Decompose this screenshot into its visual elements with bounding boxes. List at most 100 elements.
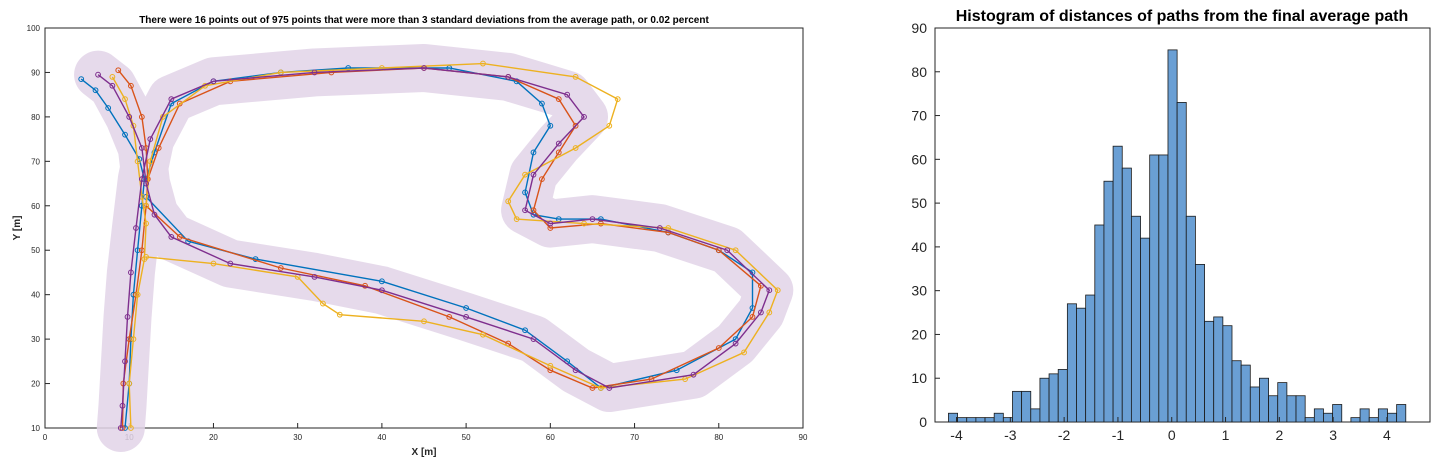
series-point (614, 96, 621, 103)
histogram-bar (1094, 224, 1105, 423)
series-point (589, 216, 596, 223)
histogram-bar (1323, 412, 1334, 423)
series-point (92, 87, 99, 94)
series-point (138, 113, 145, 120)
histogram-bar (1213, 316, 1224, 423)
histogram-bar (1377, 408, 1388, 423)
series-point (774, 287, 781, 294)
series-point (176, 100, 183, 107)
series-point (530, 149, 537, 156)
x-tick-label: 4 (1383, 427, 1391, 443)
x-tick-label: 80 (714, 433, 723, 442)
y-tick-label: 10 (31, 424, 40, 433)
series-point (606, 122, 613, 129)
y-tick-label: 30 (911, 283, 927, 299)
y-tick-label: 60 (911, 151, 927, 167)
series-point (606, 385, 613, 391)
series-point (126, 113, 133, 120)
histogram-bar (1039, 377, 1050, 423)
histogram-bar (1121, 167, 1132, 423)
series-point (597, 220, 604, 227)
series-point (277, 265, 284, 271)
series-point (421, 65, 427, 71)
series-point (572, 145, 579, 151)
series-point (555, 140, 562, 147)
histogram-bar (1066, 303, 1077, 423)
y-tick-label: 10 (911, 370, 927, 386)
histogram-bar (1204, 320, 1215, 423)
histogram-bar (1021, 390, 1032, 423)
y-tick-label: 50 (911, 195, 927, 211)
series-point (126, 380, 133, 387)
series-point (581, 113, 587, 120)
y-tick-label: 40 (31, 291, 40, 300)
histogram-bar (1249, 386, 1260, 423)
x-tick-label: 3 (1329, 427, 1337, 443)
series-point (133, 225, 139, 231)
histogram-bar (1085, 294, 1096, 423)
histogram-bar (1259, 377, 1269, 423)
series-point (724, 247, 731, 254)
series-point (115, 67, 122, 74)
series-point (147, 136, 154, 143)
histogram-bar (984, 417, 995, 423)
series-point (766, 309, 773, 316)
histogram-bar (1012, 390, 1023, 423)
series-point (597, 385, 604, 391)
histogram-bar (993, 412, 1004, 423)
series-point (421, 318, 427, 325)
x-tick-label: -2 (1058, 427, 1071, 443)
series-point (564, 91, 571, 98)
series-point (547, 220, 554, 227)
series-point (480, 60, 486, 67)
series-point (336, 311, 343, 318)
histogram-bar (1240, 364, 1251, 423)
path-plot-xlabel: X [m] (412, 447, 437, 458)
series-point (378, 287, 385, 294)
series-point (95, 71, 101, 78)
series-point (572, 367, 579, 374)
histogram-bar (1030, 408, 1041, 423)
histogram-bar (1002, 417, 1013, 423)
series-point (119, 425, 126, 431)
series-point (143, 253, 149, 260)
series-point (128, 269, 134, 276)
histogram-plot: Histogram of distances of paths from the… (911, 8, 1431, 443)
series-point (128, 82, 134, 89)
histogram-bar (1359, 408, 1370, 423)
series-point (522, 207, 528, 214)
y-tick-label: 40 (911, 239, 927, 255)
series-point (530, 171, 537, 178)
histogram-bar (1195, 263, 1205, 423)
y-tick-label: 20 (911, 326, 927, 342)
series-point (555, 96, 562, 103)
series-point (547, 362, 554, 369)
histogram-bar (975, 417, 986, 423)
histogram-bar (966, 417, 977, 423)
histogram-bar (1158, 154, 1169, 423)
series-point (732, 340, 739, 347)
series-point (378, 65, 385, 71)
series-point (143, 180, 149, 187)
series-point (133, 291, 139, 298)
y-tick-label: 100 (27, 24, 41, 33)
series-point (210, 78, 217, 85)
series-point (572, 73, 579, 80)
x-tick-label: 40 (377, 433, 386, 442)
histogram-bar (1185, 215, 1196, 423)
y-tick-label: 90 (31, 68, 40, 77)
series-point (320, 300, 326, 307)
histogram-bar (1295, 395, 1306, 423)
y-tick-label: 70 (911, 108, 927, 124)
x-tick-label: -3 (1004, 427, 1017, 443)
series-point (505, 73, 512, 80)
histogram-bar (1076, 307, 1087, 423)
path-plot-y-ticks: 10 20 30 40 50 60 70 80 90 100 (27, 24, 50, 433)
series-point (522, 171, 528, 178)
series-point (119, 402, 126, 409)
series-point (124, 313, 131, 320)
series-point (143, 202, 149, 209)
x-tick-label: 90 (799, 433, 808, 442)
histogram-bar (1332, 404, 1343, 423)
